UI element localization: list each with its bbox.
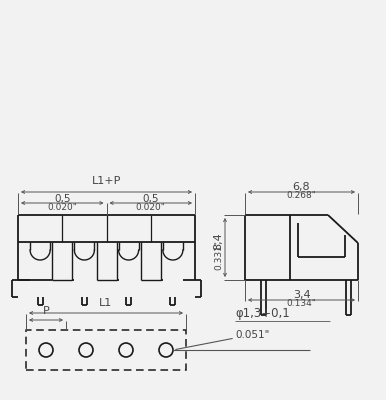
Text: 0.268": 0.268" [286, 192, 317, 200]
Text: 0.331": 0.331" [214, 240, 223, 270]
Text: 8,4: 8,4 [213, 233, 223, 250]
Text: P: P [42, 306, 49, 316]
Text: 0.134": 0.134" [286, 300, 317, 308]
Text: 0.020": 0.020" [47, 202, 77, 212]
Text: 6,8: 6,8 [293, 182, 310, 192]
Text: 0.020": 0.020" [136, 202, 166, 212]
Text: L1+P: L1+P [92, 176, 121, 186]
Text: 0,5: 0,5 [142, 194, 159, 204]
Text: φ1,3+0,1: φ1,3+0,1 [235, 307, 290, 320]
Text: 0.051": 0.051" [235, 330, 269, 340]
Bar [26, 330, 186, 370]
Text: 3,4: 3,4 [293, 290, 310, 300]
Text: L1: L1 [99, 298, 113, 308]
Text: 0,5: 0,5 [54, 194, 71, 204]
